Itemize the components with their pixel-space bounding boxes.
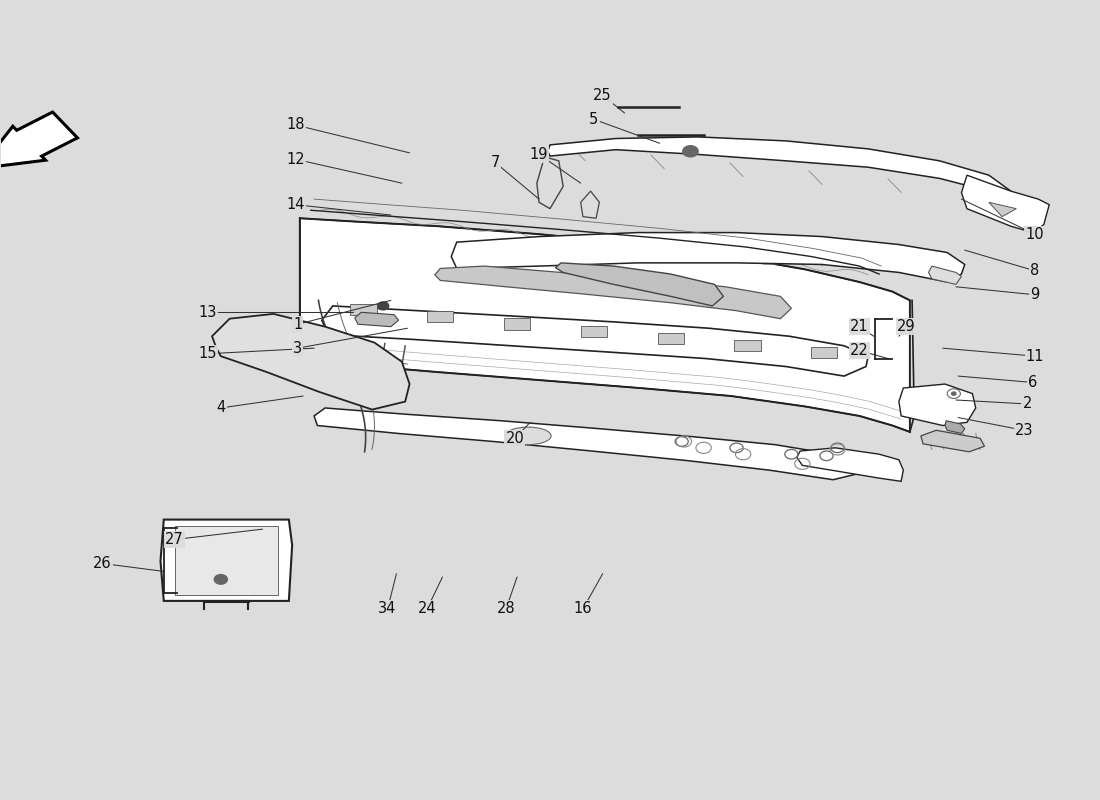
Text: 13: 13 <box>198 305 217 320</box>
Polygon shape <box>315 408 868 480</box>
Text: 34: 34 <box>378 602 397 616</box>
Text: 8: 8 <box>1031 263 1040 278</box>
Text: 7: 7 <box>491 155 499 170</box>
Bar <box>504 318 530 330</box>
Bar <box>427 311 453 322</box>
Text: 27: 27 <box>165 532 184 547</box>
Text: 10: 10 <box>1025 226 1044 242</box>
Polygon shape <box>537 157 563 209</box>
Text: 20: 20 <box>506 430 525 446</box>
Polygon shape <box>548 137 1011 207</box>
Polygon shape <box>796 448 903 482</box>
Polygon shape <box>961 175 1049 233</box>
Text: 11: 11 <box>1025 349 1044 364</box>
Circle shape <box>377 302 388 310</box>
Bar <box>658 333 684 344</box>
Circle shape <box>683 146 698 157</box>
Polygon shape <box>322 306 868 376</box>
Polygon shape <box>928 266 961 285</box>
Text: 3: 3 <box>293 341 303 356</box>
Text: 29: 29 <box>898 319 916 334</box>
Polygon shape <box>921 430 984 452</box>
Polygon shape <box>212 314 409 410</box>
Polygon shape <box>556 263 724 306</box>
Bar <box>581 326 607 337</box>
Polygon shape <box>161 519 293 601</box>
Text: 24: 24 <box>418 602 437 616</box>
Text: 9: 9 <box>1031 287 1040 302</box>
Polygon shape <box>354 312 398 326</box>
Text: 16: 16 <box>574 602 592 616</box>
Text: 4: 4 <box>217 401 226 415</box>
Bar <box>735 340 761 351</box>
Text: 5: 5 <box>590 112 598 127</box>
Text: 22: 22 <box>850 343 869 358</box>
Polygon shape <box>899 384 976 426</box>
Text: 28: 28 <box>497 602 516 616</box>
Text: 14: 14 <box>286 197 305 212</box>
Text: 6: 6 <box>1028 375 1037 390</box>
Text: 19: 19 <box>530 147 548 162</box>
Text: 12: 12 <box>286 152 305 166</box>
Text: 25: 25 <box>593 88 612 103</box>
Circle shape <box>214 574 228 584</box>
Ellipse shape <box>505 427 551 445</box>
Text: 15: 15 <box>198 346 217 362</box>
Bar <box>350 304 376 315</box>
Circle shape <box>952 392 956 395</box>
Polygon shape <box>300 218 910 432</box>
Polygon shape <box>175 526 278 595</box>
Text: 1: 1 <box>293 317 303 332</box>
Polygon shape <box>581 191 600 218</box>
Text: 23: 23 <box>1014 422 1033 438</box>
Polygon shape <box>451 233 965 282</box>
Polygon shape <box>989 202 1016 217</box>
Bar <box>811 347 837 358</box>
Text: 18: 18 <box>286 118 305 133</box>
Text: 21: 21 <box>850 319 869 334</box>
Text: 2: 2 <box>1023 397 1032 411</box>
Text: 26: 26 <box>94 556 111 571</box>
Polygon shape <box>434 266 791 318</box>
Polygon shape <box>0 112 77 168</box>
Polygon shape <box>945 421 965 434</box>
